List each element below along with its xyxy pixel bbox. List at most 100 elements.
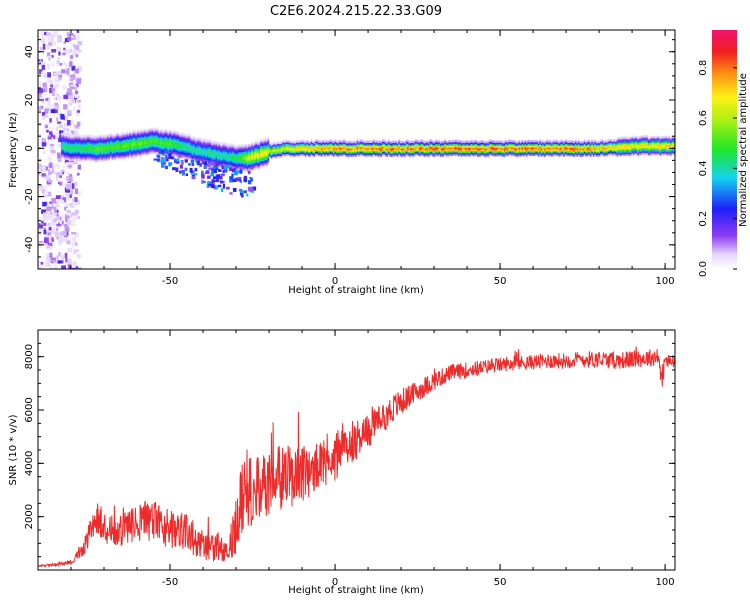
heatmap-cell <box>65 152 68 155</box>
heatmap-noise-cell <box>73 249 77 254</box>
heatmap-cell <box>567 150 570 153</box>
heatmap-cell <box>240 156 243 159</box>
heatmap-cell <box>218 148 221 151</box>
heatmap-cell <box>478 144 481 147</box>
heatmap-cell <box>545 141 547 145</box>
heatmap-cell <box>592 141 595 144</box>
heatmap-cell <box>117 136 120 139</box>
heatmap-cell <box>378 145 381 148</box>
heatmap-cell <box>450 150 452 153</box>
heatmap-cell <box>322 142 325 146</box>
heatmap-cell <box>472 147 475 150</box>
heatmap-cell <box>542 143 544 147</box>
heatmap-cell <box>551 144 553 147</box>
heatmap-cell <box>83 146 85 149</box>
heatmap-cell <box>307 147 310 150</box>
heatmap-cell <box>205 154 207 158</box>
heatmap-cell <box>76 144 78 148</box>
heatmap-noise-cell <box>43 229 47 235</box>
heatmap-cell <box>127 149 130 152</box>
heatmap-cell <box>147 151 149 154</box>
heatmap-cell <box>135 146 137 150</box>
heatmap-cell <box>254 140 256 144</box>
heatmap-cell <box>209 159 212 162</box>
heatmap-cell <box>490 151 492 154</box>
heatmap-cell <box>371 140 374 144</box>
heatmap-cell <box>552 153 555 156</box>
heatmap-cell <box>224 159 227 162</box>
heatmap-cell <box>107 155 109 159</box>
heatmap-cell <box>551 154 553 158</box>
heatmap-cell <box>129 147 131 150</box>
heatmap-cell <box>264 145 267 149</box>
heatmap-noise-cell <box>51 62 55 67</box>
heatmap-cell <box>125 139 127 142</box>
heatmap-cell <box>356 147 359 151</box>
heatmap-cell <box>92 152 94 155</box>
heatmap-noise-cell <box>47 103 52 109</box>
heatmap-noise-cell <box>46 32 51 37</box>
heatmap-cell <box>294 141 296 144</box>
heatmap-noise-cell <box>54 266 58 269</box>
heatmap-cell <box>398 144 400 147</box>
heatmap-cell <box>413 140 415 144</box>
heatmap-cell <box>387 146 390 149</box>
heatmap-cell <box>212 149 215 152</box>
heatmap-cell <box>539 142 541 146</box>
heatmap-cell <box>563 144 565 147</box>
heatmap-cell <box>585 144 587 147</box>
heatmap-cell <box>154 151 157 154</box>
heatmap-cell <box>177 153 179 156</box>
heatmap-noise-cell <box>41 186 47 191</box>
heatmap-cell <box>564 149 567 153</box>
heatmap-cell <box>429 151 431 154</box>
heatmap-cell <box>120 136 123 139</box>
heatmap-cell <box>393 140 396 143</box>
heatmap-cell <box>191 145 194 148</box>
heatmap-cell <box>196 152 198 155</box>
heatmap-noise-cell <box>75 159 78 164</box>
heatmap-cell <box>223 150 225 153</box>
heatmap-cell <box>193 151 195 154</box>
heatmap-cell <box>349 144 351 147</box>
heatmap-cell <box>182 145 185 148</box>
heatmap-cell <box>616 139 619 142</box>
heatmap-cell <box>606 148 608 152</box>
heatmap-cell <box>136 139 139 143</box>
heatmap-noise-cell <box>64 227 69 232</box>
heatmap-cell <box>90 138 93 142</box>
heatmap-cell <box>361 143 363 146</box>
heatmap-cell <box>233 147 235 151</box>
heatmap-cell <box>337 146 339 149</box>
heatmap-cell <box>234 155 237 158</box>
heatmap-cell <box>264 139 267 142</box>
heatmap-cell <box>523 149 525 152</box>
heatmap-cell <box>603 144 605 147</box>
heatmap-cell <box>629 152 632 155</box>
heatmap-cell <box>188 150 191 154</box>
heatmap-cell <box>514 153 516 157</box>
heatmap-cell <box>237 151 240 154</box>
heatmap-cell <box>499 140 501 143</box>
heatmap-cell <box>119 153 121 157</box>
heatmap-cell <box>423 144 426 147</box>
heatmap-cell <box>291 147 293 150</box>
heatmap-cell <box>416 142 418 146</box>
heatmap-cell <box>628 148 631 152</box>
heatmap-cell <box>622 150 625 153</box>
heatmap-cell <box>610 150 613 153</box>
heatmap-cell <box>249 168 252 171</box>
heatmap-cell <box>505 139 507 143</box>
heatmap-cell <box>439 154 442 158</box>
heatmap-noise-cell <box>61 255 64 262</box>
heatmap-cell <box>616 137 619 141</box>
heatmap-cell <box>125 151 127 154</box>
heatmap-noise-cell <box>47 172 52 176</box>
heatmap-cell <box>185 156 188 159</box>
heatmap-cell <box>178 133 180 137</box>
heatmap-noise-cell <box>47 235 51 240</box>
heatmap-cell <box>531 143 534 146</box>
heatmap-cell <box>515 154 518 157</box>
heatmap-cell <box>533 145 535 148</box>
heatmap-cell <box>567 145 570 148</box>
